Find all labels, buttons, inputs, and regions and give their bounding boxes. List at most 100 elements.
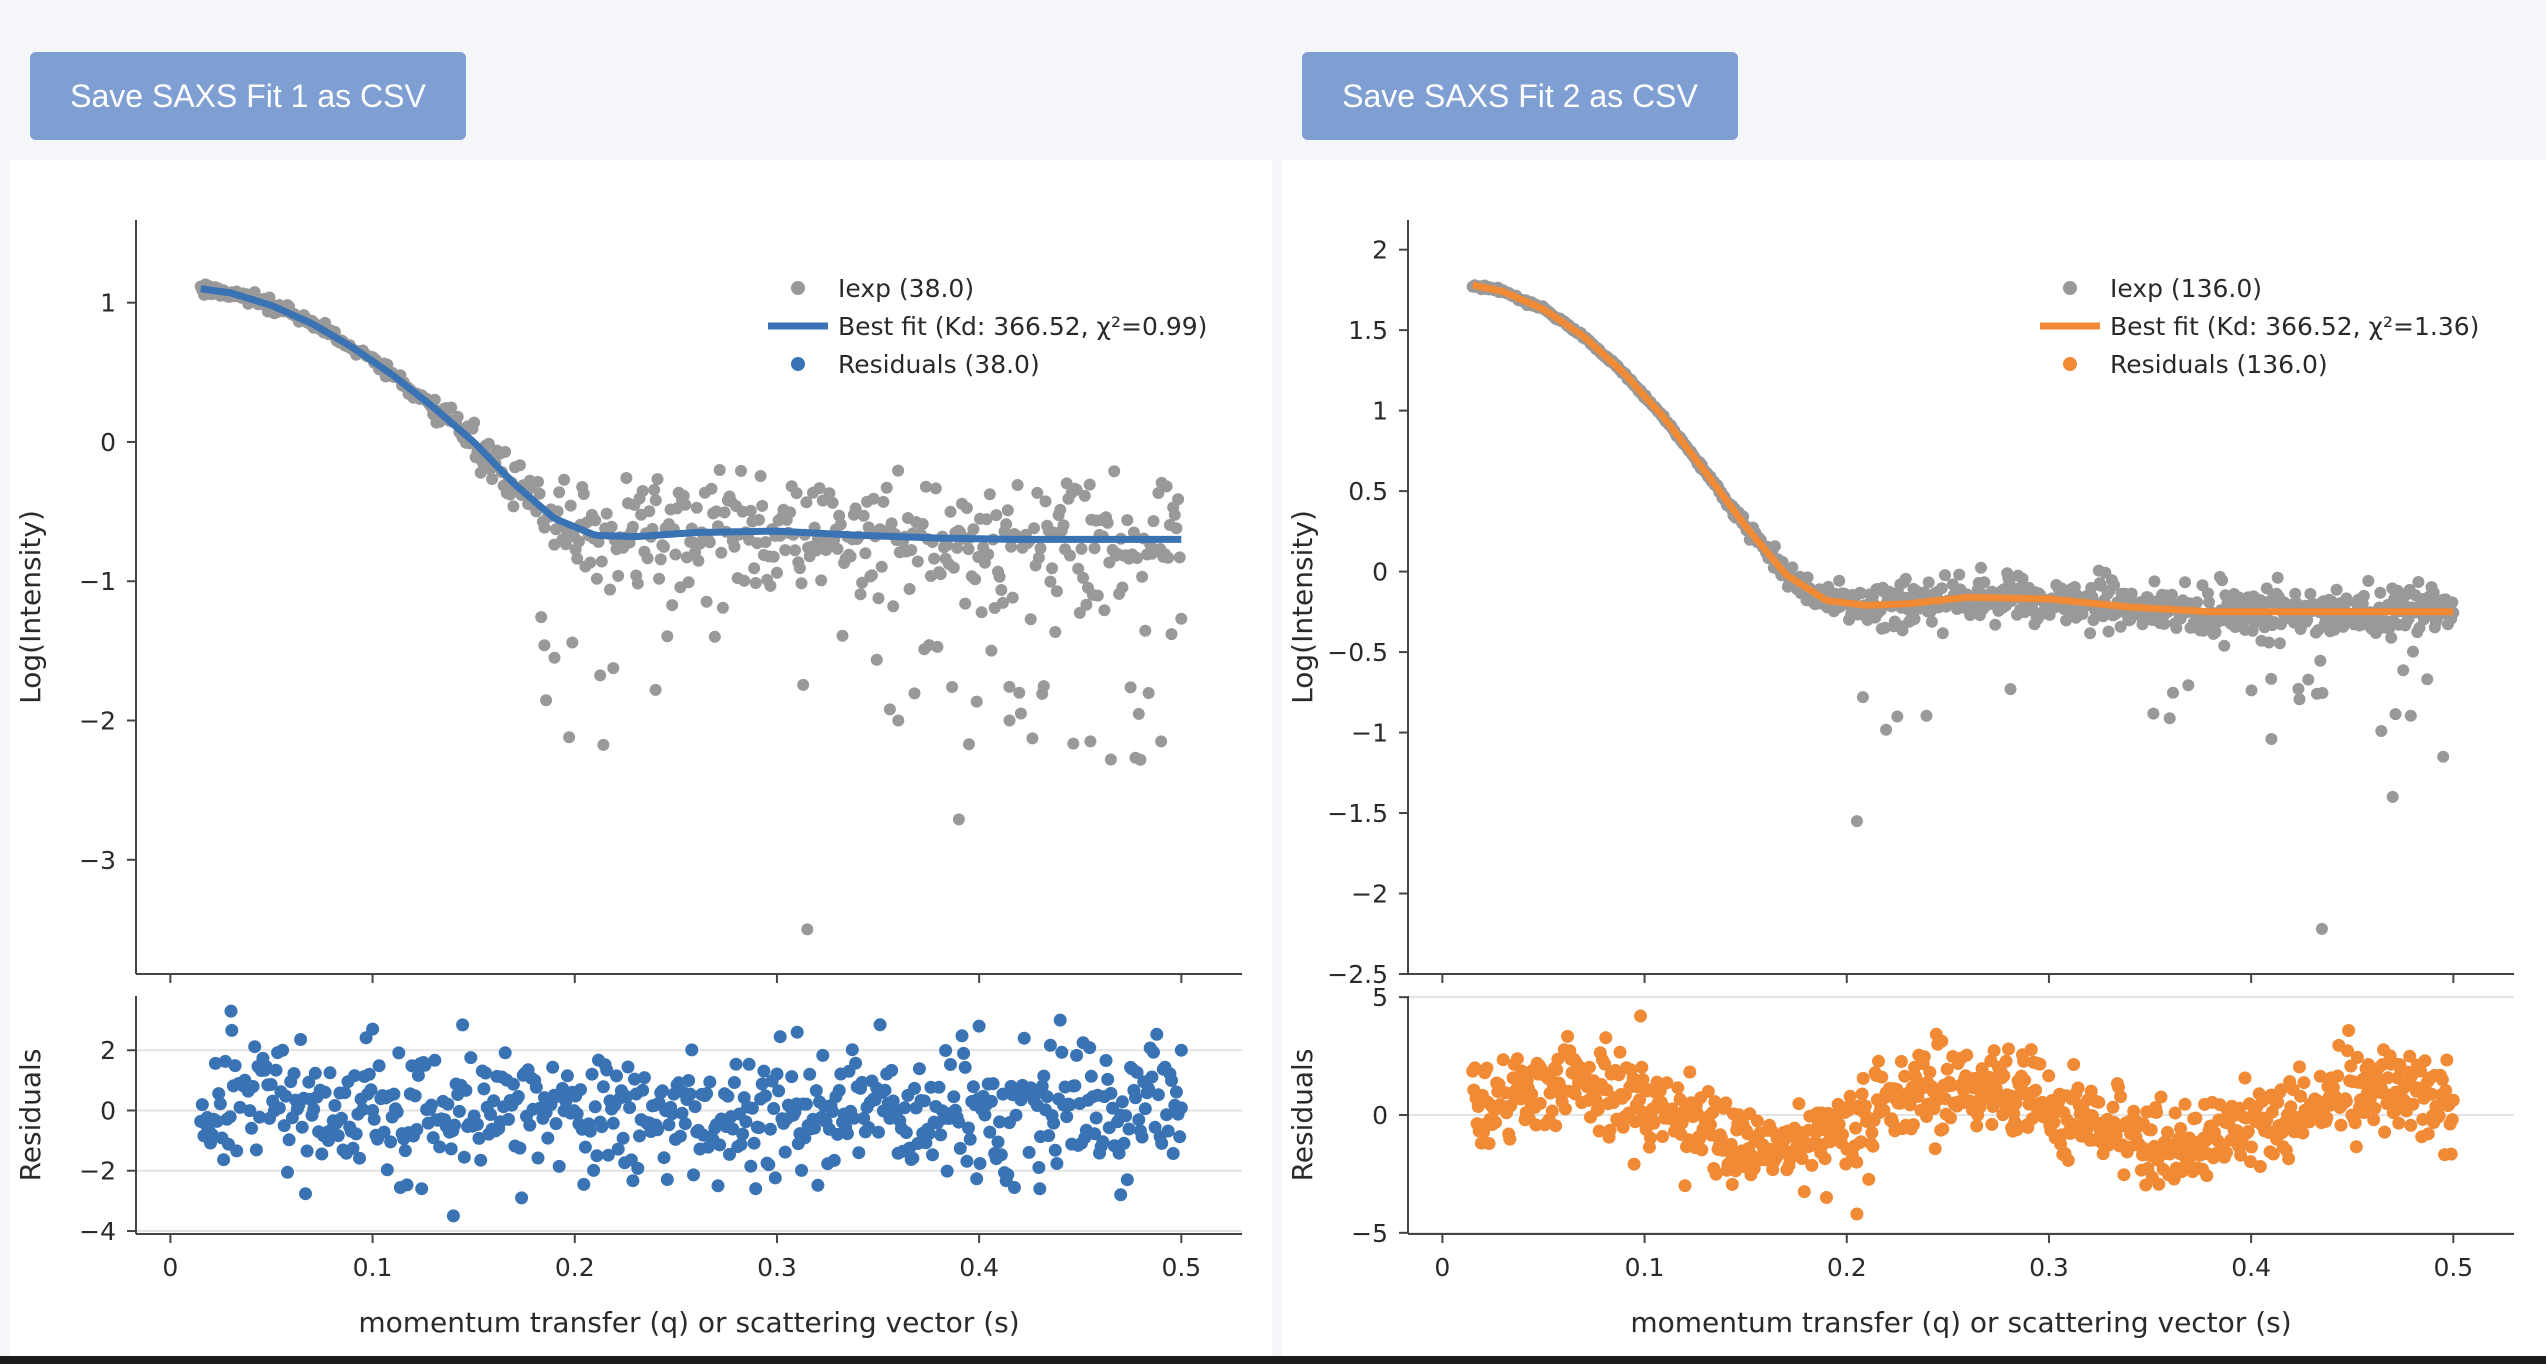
iexp-point: [2265, 672, 2278, 685]
residual-point: [2406, 1097, 2420, 1111]
iexp-point: [756, 499, 769, 512]
residual-point: [958, 1060, 972, 1074]
residual-point: [2244, 1155, 2257, 1169]
iexp-point: [2407, 645, 2419, 658]
residual-point: [1866, 1139, 1880, 1153]
iexp-point: [1896, 624, 1909, 637]
iexp-point: [2218, 639, 2231, 652]
residual-point: [1725, 1177, 1739, 1191]
iexp-point: [2229, 621, 2242, 633]
residual-point: [885, 1063, 899, 1077]
residual-point: [809, 1084, 823, 1098]
iexp-point: [1124, 681, 1137, 694]
iexp-point: [1880, 723, 1893, 736]
residual-point: [1035, 1079, 1049, 1093]
iexp-point: [1046, 562, 1058, 575]
iexp-point: [2293, 693, 2306, 706]
residual-point: [452, 1104, 466, 1118]
iexp-point: [892, 464, 905, 477]
residual-point: [672, 1076, 686, 1090]
residual-point: [960, 1154, 974, 1168]
iexp-point: [970, 695, 983, 708]
iexp-point: [793, 562, 806, 575]
iexp-point: [1054, 503, 1067, 516]
iexp-point: [1077, 571, 1090, 584]
residual-point: [616, 1131, 630, 1145]
residual-point: [308, 1066, 322, 1080]
iexp-point: [548, 651, 561, 664]
iexp-point: [607, 662, 620, 675]
residual-point: [1839, 1157, 1853, 1171]
residual-point: [511, 1090, 525, 1103]
iexp-point: [666, 599, 679, 612]
save-fit1-csv-button[interactable]: Save SAXS Fit 1 as CSV: [30, 52, 466, 140]
residual-point: [978, 1108, 992, 1122]
iexp-point: [2209, 626, 2222, 639]
iexp-point: [651, 473, 664, 486]
iexp-point: [507, 500, 520, 513]
residual-point: [428, 1053, 442, 1067]
iexp-point: [1083, 478, 1096, 491]
residual-point: [367, 1112, 381, 1126]
save-fit2-csv-button[interactable]: Save SAXS Fit 2 as CSV: [1302, 52, 1738, 140]
residual-point: [932, 1080, 946, 1094]
residual-point: [470, 1117, 484, 1131]
iexp-point: [620, 472, 633, 484]
residual-point: [1627, 1157, 1641, 1171]
residual-point: [1795, 1152, 1809, 1165]
residual-point: [279, 1089, 293, 1103]
iexp-point: [682, 576, 695, 589]
iexp-point: [983, 488, 996, 501]
iexp-point: [648, 483, 661, 496]
residual-point: [1850, 1207, 1864, 1221]
residual-point: [387, 1087, 401, 1101]
residual-point: [474, 1153, 488, 1167]
iexp-point: [2437, 750, 2450, 763]
iexp-point: [1925, 615, 1938, 628]
residual-point: [1533, 1096, 1547, 1110]
iexp-point: [563, 731, 576, 744]
iexp-point: [748, 562, 761, 575]
iexp-point: [1067, 737, 1080, 750]
residual-point: [826, 1105, 840, 1118]
residual-point: [742, 1057, 756, 1071]
y-axis-title: Log(Intensity): [1286, 510, 1319, 704]
iexp-point: [533, 487, 546, 500]
residual-point: [912, 1062, 926, 1076]
iexp-point: [1091, 589, 1104, 602]
iexp-point: [1003, 714, 1016, 727]
iexp-point: [1011, 479, 1024, 491]
iexp-point: [1131, 552, 1144, 564]
iexp-point: [2385, 631, 2398, 644]
iexp-point: [594, 669, 607, 682]
residual-point: [1068, 1079, 1082, 1093]
legend-residuals-label: Residuals (136.0): [2110, 350, 2328, 379]
residual-point: [1496, 1053, 1510, 1067]
iexp-point: [1801, 571, 1814, 584]
iexp-point: [1173, 551, 1186, 564]
best-fit-line: [200, 285, 1182, 543]
iexp-point: [1050, 585, 1063, 598]
residual-point: [425, 1098, 438, 1112]
residual-point: [1545, 1104, 1559, 1118]
iexp-point: [2179, 576, 2191, 589]
iexp-point: [679, 498, 692, 511]
residuals-series: [1466, 1009, 2460, 1221]
residual-point: [1132, 1113, 1146, 1127]
residual-point: [749, 1182, 763, 1196]
residual-point: [1858, 1099, 1872, 1113]
iexp-point: [1908, 613, 1921, 625]
residual-point: [2341, 1044, 2354, 1058]
residual-point: [195, 1098, 209, 1112]
iexp-point: [669, 548, 682, 561]
iexp-point: [558, 473, 571, 486]
residual-point: [2425, 1087, 2438, 1101]
residual-point: [1704, 1118, 1717, 1132]
iexp-point: [934, 568, 947, 581]
iexp-point: [2271, 571, 2284, 584]
residual-point: [282, 1133, 296, 1147]
iexp-point: [499, 445, 512, 458]
residual-point: [727, 1076, 741, 1089]
residual-point: [335, 1111, 348, 1125]
iexp-point: [735, 464, 747, 477]
